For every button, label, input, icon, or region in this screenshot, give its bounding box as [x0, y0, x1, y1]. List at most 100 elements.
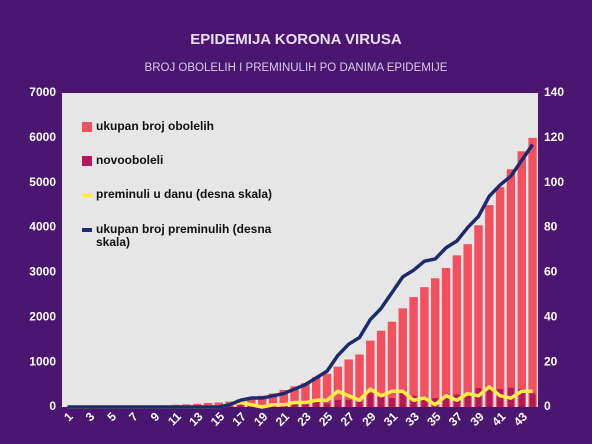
y2-tick-label: 0 — [544, 399, 551, 413]
bar — [291, 403, 298, 407]
bar — [301, 383, 310, 407]
y2-tick-label: 20 — [544, 354, 558, 368]
legend-swatch — [82, 228, 92, 232]
y-tick-label: 5000 — [29, 175, 56, 189]
bar — [334, 399, 341, 407]
bar — [452, 255, 462, 407]
bar — [333, 366, 343, 407]
y2-tick-label: 100 — [544, 175, 564, 189]
x-tick-label: 5 — [104, 409, 119, 424]
x-tick-label: 25 — [316, 409, 336, 429]
y-tick-label: 1000 — [29, 354, 56, 368]
y-tick-label: 6000 — [29, 130, 56, 144]
x-tick-label: 7 — [126, 409, 141, 424]
y-tick-label: 2000 — [29, 309, 56, 323]
bar — [495, 187, 505, 407]
y-tick-label: 3000 — [29, 265, 56, 279]
y2-tick-label: 80 — [544, 220, 558, 234]
bar — [355, 354, 364, 407]
x-tick-label: 23 — [294, 409, 314, 429]
bar — [497, 389, 504, 407]
bar — [312, 377, 321, 407]
y2-tick-label: 140 — [544, 85, 564, 99]
bar — [506, 169, 516, 407]
bar — [257, 395, 267, 407]
x-tick-label: 3 — [83, 409, 98, 424]
legend-swatch — [82, 193, 92, 197]
x-tick-label: 43 — [511, 409, 531, 429]
legend-label: preminuli u danu (desna skala) — [96, 187, 273, 201]
y2-tick-label: 120 — [544, 130, 564, 144]
bar — [344, 359, 353, 407]
bar — [366, 340, 375, 407]
x-tick-label: 41 — [489, 409, 509, 429]
bar — [475, 388, 482, 407]
x-tick-label: 21 — [273, 409, 293, 429]
bar — [420, 287, 429, 407]
x-tick-label: 19 — [251, 409, 271, 429]
bar — [313, 401, 320, 407]
chart-title: EPIDEMIJA KORONA VIRUSA — [190, 31, 402, 48]
x-tick-label: 35 — [424, 409, 444, 429]
bar — [214, 402, 224, 407]
legend-label: ukupan broj obolelih — [96, 119, 214, 133]
x-tick-label: 11 — [165, 409, 184, 428]
y2-tick-label: 60 — [544, 265, 558, 279]
bar — [474, 225, 483, 407]
bar — [441, 267, 451, 407]
bar — [378, 397, 385, 407]
legend-label: novooboleli — [96, 153, 164, 167]
bar — [237, 404, 244, 407]
x-tick-label: 17 — [230, 409, 250, 429]
bar — [398, 308, 407, 407]
bar — [517, 151, 526, 407]
legend-label: ukupan broj preminulih (desna skala) — [96, 222, 272, 249]
bar — [322, 373, 332, 407]
bar — [463, 244, 472, 407]
bar — [443, 396, 450, 407]
bar — [485, 205, 494, 407]
bar — [345, 399, 352, 407]
bar — [279, 389, 288, 407]
x-tick-label: 37 — [446, 409, 466, 429]
bar — [431, 278, 440, 407]
bar — [376, 330, 386, 407]
x-tick-label: 13 — [186, 409, 206, 429]
bar — [290, 386, 299, 407]
x-tick-label: 39 — [468, 409, 488, 429]
bar — [387, 321, 397, 407]
x-tick-label: 31 — [381, 409, 401, 429]
x-tick-label: 29 — [359, 409, 379, 429]
bar — [528, 137, 537, 407]
bar — [324, 403, 331, 407]
legend-swatch — [82, 156, 92, 166]
bar — [247, 397, 256, 407]
bar — [399, 393, 406, 407]
y-tick-label: 4000 — [29, 220, 56, 234]
bar — [356, 402, 363, 407]
x-tick-label: 1 — [61, 409, 76, 424]
chart-subtitle: BROJ OBOLELIH I PREMINULIH PO DANIMA EPI… — [145, 62, 448, 74]
bar — [464, 395, 471, 407]
bar — [388, 398, 395, 407]
bar — [486, 386, 493, 407]
x-tick-label: 15 — [208, 409, 228, 429]
bar — [367, 393, 374, 407]
bar — [268, 393, 278, 407]
legend-swatch — [82, 122, 92, 132]
y-tick-label: 7000 — [29, 85, 56, 99]
bar — [226, 406, 233, 407]
y2-tick-label: 40 — [544, 309, 558, 323]
x-tick-label: 27 — [338, 409, 358, 429]
bar — [203, 402, 213, 407]
x-tick-label: 9 — [148, 409, 163, 424]
bar — [302, 403, 309, 407]
bar — [421, 397, 428, 407]
bar — [409, 297, 418, 407]
bar — [518, 389, 525, 407]
bar — [529, 393, 536, 407]
y-tick-label: 0 — [49, 399, 56, 413]
x-tick-label: 33 — [403, 409, 423, 429]
